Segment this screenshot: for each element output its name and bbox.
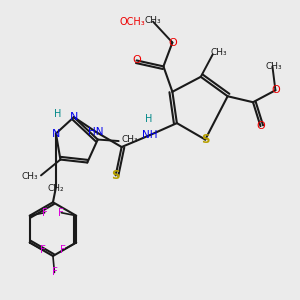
Text: CH₃: CH₃	[21, 172, 38, 182]
Text: F: F	[42, 208, 47, 218]
Text: O: O	[271, 85, 280, 95]
Text: F: F	[60, 245, 66, 255]
Text: H: H	[54, 109, 61, 119]
Text: CH₃: CH₃	[122, 135, 138, 144]
Text: HN: HN	[88, 127, 104, 137]
Text: N: N	[70, 112, 78, 122]
Text: NH: NH	[142, 130, 158, 140]
Text: OCH₃: OCH₃	[120, 16, 146, 27]
Text: F: F	[52, 267, 57, 278]
Text: N: N	[52, 129, 60, 139]
Text: CH₃: CH₃	[145, 16, 161, 25]
Text: O: O	[256, 121, 265, 131]
Text: O: O	[168, 38, 177, 47]
Text: S: S	[111, 169, 120, 182]
Text: F: F	[58, 208, 64, 218]
Text: CH₃: CH₃	[266, 62, 282, 71]
Text: F: F	[40, 245, 46, 255]
Text: S: S	[201, 133, 209, 146]
Text: O: O	[132, 56, 141, 65]
Text: CH₃: CH₃	[210, 48, 227, 57]
Text: CH₂: CH₂	[48, 184, 64, 193]
Text: H: H	[145, 114, 152, 124]
